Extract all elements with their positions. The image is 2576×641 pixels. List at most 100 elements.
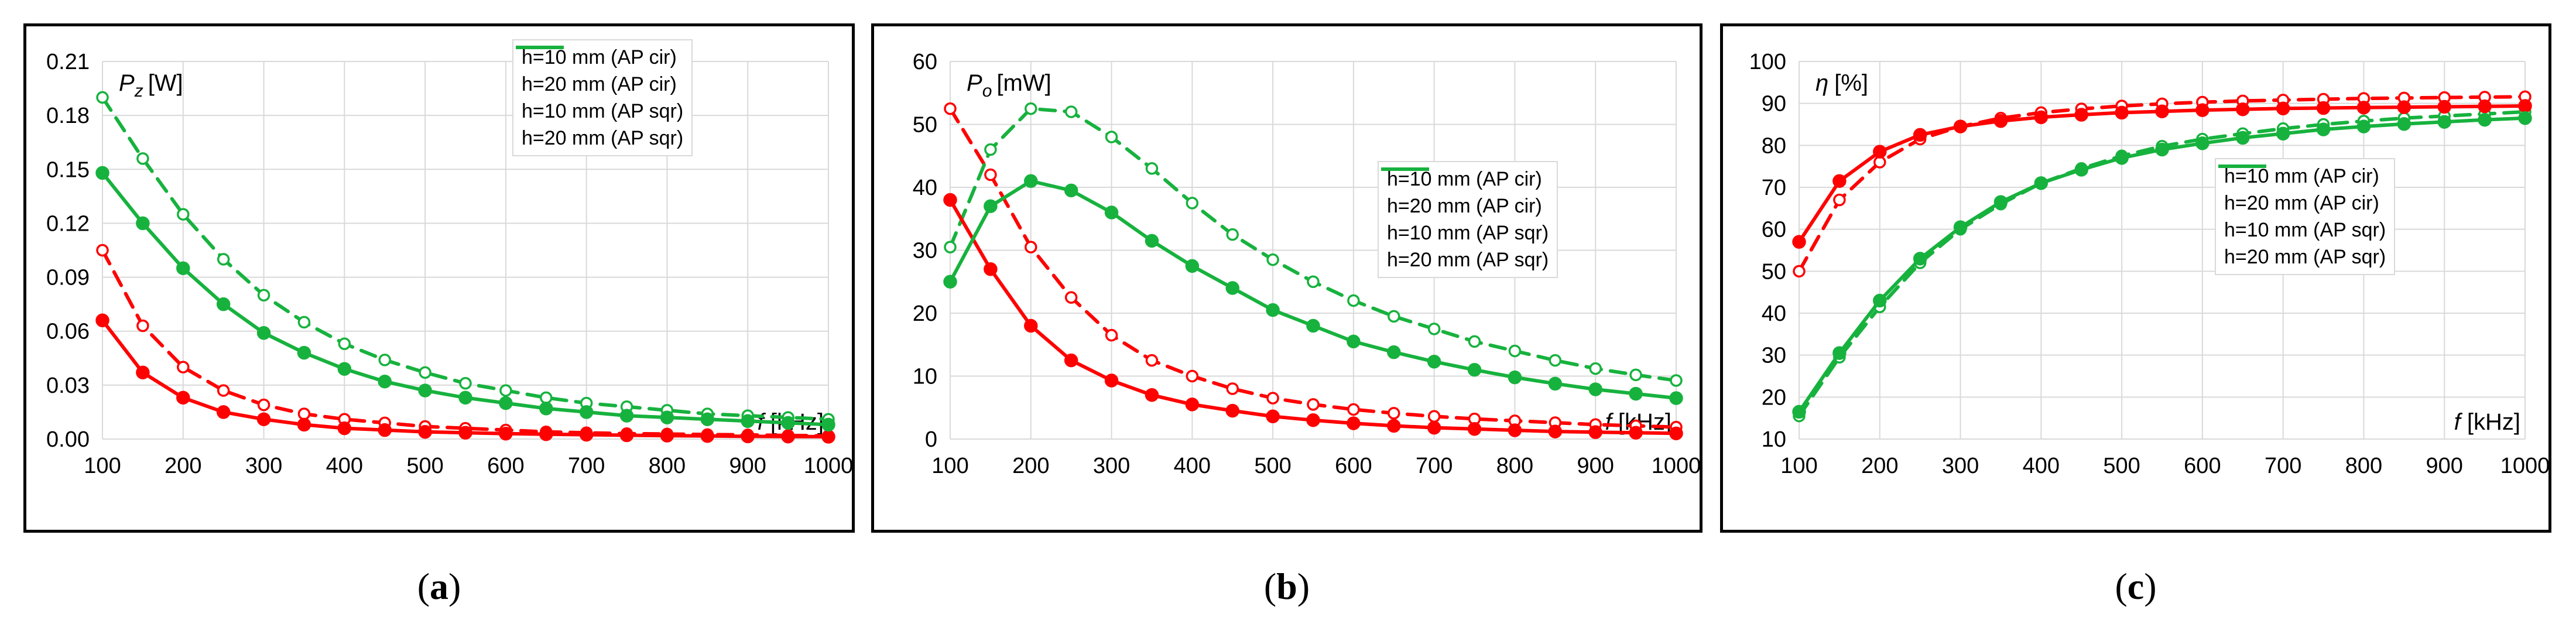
chart-c-svg: 10 20 30 40 50 60 70 80 90 100 100 200 300 400 500 600 7…	[1749, 50, 2548, 478]
data-point-a-2-13	[619, 428, 634, 443]
data-point-c-3-8	[2115, 151, 2129, 165]
data-point-b-2-8	[1266, 409, 1280, 424]
data-point-a-2-0	[95, 313, 109, 328]
legend-c: h=10 mm (AP cir) h=20 mm (AP cir) h=10 mm …	[2215, 158, 2396, 275]
data-point-c-2-11	[2236, 102, 2250, 116]
data-point-a-3-16	[741, 414, 755, 429]
data-point-c-2-16	[2437, 100, 2451, 114]
data-point-c-2-1	[1832, 174, 1847, 188]
legend-label-a-3: h=20 mm (AP sqr)	[522, 126, 684, 149]
data-point-b-3-10	[1347, 334, 1361, 349]
data-point-b-3-16	[1588, 382, 1602, 396]
x-tick-label-c-8: 900	[2426, 454, 2463, 478]
data-point-a-3-1	[136, 216, 150, 231]
data-point-b-3-7	[1225, 281, 1239, 295]
data-point-c-2-5	[1993, 114, 2008, 128]
x-tick-label-b-0: 100	[931, 454, 968, 478]
data-point-b-3-4	[1104, 205, 1119, 220]
data-point-a-3-10	[499, 396, 513, 410]
y-tick-label-a-1: 0.03	[46, 373, 90, 398]
data-point-a-3-15	[700, 412, 715, 426]
legend-item-a-0: h=10 mm (AP cir)	[516, 44, 683, 71]
caption-b: (b)	[1263, 565, 1310, 607]
legend-a: h=10 mm (AP cir) h=20 mm (AP cir) h=10 mm …	[512, 39, 693, 156]
series-line-b-1	[948, 107, 1678, 382]
data-point-a-1-7	[378, 354, 391, 366]
data-point-a-2-2	[176, 390, 190, 405]
data-point-b-3-15	[1548, 376, 1563, 391]
y-tick-label-c-4: 50	[1762, 259, 1786, 284]
data-point-c-2-10	[2195, 103, 2210, 117]
series-line-c-3	[1797, 116, 2527, 414]
data-point-a-1-4	[257, 289, 270, 302]
data-point-c-2-12	[2276, 101, 2290, 116]
data-point-c-3-0	[1792, 405, 1806, 419]
chart-b-svg: 0 10 20 30 40 50 60 100 200 300 400 500 600 700 800 900…	[913, 50, 1700, 478]
x-tick-label-c-1: 200	[1861, 454, 1898, 478]
y-tick-label-c-8: 90	[1762, 92, 1786, 116]
data-point-b-3-14	[1508, 370, 1522, 385]
data-point-b-3-0	[943, 275, 957, 289]
data-point-b-2-0	[943, 193, 957, 207]
legend-label-c-1: h=20 mm (AP cir)	[2224, 191, 2379, 214]
legend-swatch-c-3	[2218, 164, 2266, 168]
legend-item-a-3: h=20 mm (AP sqr)	[516, 46, 684, 152]
legend-item-c-2: h=10 mm (AP sqr)	[2218, 164, 2386, 244]
data-point-a-1-2	[177, 208, 190, 221]
y-tick-label-c-5: 60	[1762, 218, 1786, 242]
data-point-a-3-14	[660, 410, 674, 424]
data-point-b-3-1	[984, 199, 998, 213]
data-point-b-1-3	[1064, 105, 1078, 118]
data-point-a-2-6	[337, 421, 352, 436]
data-point-b-1-2	[1025, 102, 1037, 115]
data-point-a-3-18	[821, 417, 835, 432]
caption-c-letter: c	[2127, 565, 2145, 607]
data-point-b-3-9	[1306, 318, 1320, 333]
data-point-b-1-7	[1226, 228, 1239, 241]
data-point-a-3-13	[619, 409, 634, 423]
y-axis-unit-b: [mW]	[996, 70, 1051, 96]
chart-a-svg: 0.00 0.03 0.06 0.09 0.12 0.15 0.18 0.21 100 200 30…	[46, 50, 852, 478]
data-point-b-0-9	[1307, 398, 1320, 411]
y-tick-label-a-7: 0.21	[46, 50, 90, 74]
data-point-c-2-0	[1792, 235, 1806, 249]
data-point-c-3-13	[2316, 122, 2331, 136]
y-tick-label-c-9: 100	[1749, 50, 1786, 74]
data-point-a-0-3	[217, 384, 230, 397]
series-line-b-3	[948, 179, 1678, 400]
data-point-b-1-4	[1105, 131, 1118, 143]
x-tick-label-a-6: 700	[568, 454, 605, 478]
caption-a: (a)	[417, 565, 461, 607]
data-point-a-2-12	[579, 427, 594, 442]
data-point-c-3-7	[2074, 163, 2088, 177]
y-axis-label-a: Pz [W]	[119, 70, 183, 101]
legend-label-b-0: h=10 mm (AP cir)	[1387, 167, 1542, 190]
data-point-a-3-9	[458, 390, 472, 405]
data-point-c-3-3	[1913, 252, 1927, 266]
x-tick-label-b-2: 300	[1093, 454, 1130, 478]
x-tick-label-b-4: 500	[1254, 454, 1291, 478]
data-point-b-2-18	[1669, 426, 1683, 441]
x-axis-symbol-c: f	[2454, 409, 2467, 435]
legend-label-a-0: h=10 mm (AP cir)	[522, 46, 677, 68]
data-point-a-3-7	[378, 374, 392, 389]
x-tick-label-c-6: 700	[2265, 454, 2301, 478]
data-point-a-2-1	[136, 365, 150, 380]
data-point-b-0-0	[944, 102, 957, 115]
data-point-c-3-14	[2356, 119, 2371, 133]
x-tick-label-c-7: 800	[2345, 454, 2382, 478]
data-point-b-2-6	[1185, 397, 1200, 412]
data-point-b-1-13	[1468, 335, 1481, 348]
y-tick-label-a-6: 0.18	[46, 104, 90, 128]
x-tick-label-c-5: 600	[2184, 454, 2221, 478]
data-point-a-1-8	[419, 366, 431, 379]
data-point-c-2-13	[2316, 101, 2331, 115]
y-axis-unit-a: [W]	[148, 70, 183, 96]
data-point-a-2-14	[660, 429, 674, 443]
data-point-c-3-5	[1993, 195, 2008, 209]
data-point-a-3-12	[579, 405, 594, 419]
data-point-a-2-10	[499, 427, 513, 441]
data-point-b-2-12	[1427, 420, 1441, 435]
data-point-c-2-3	[1913, 128, 1927, 142]
legend-swatch-a-3	[516, 46, 564, 49]
